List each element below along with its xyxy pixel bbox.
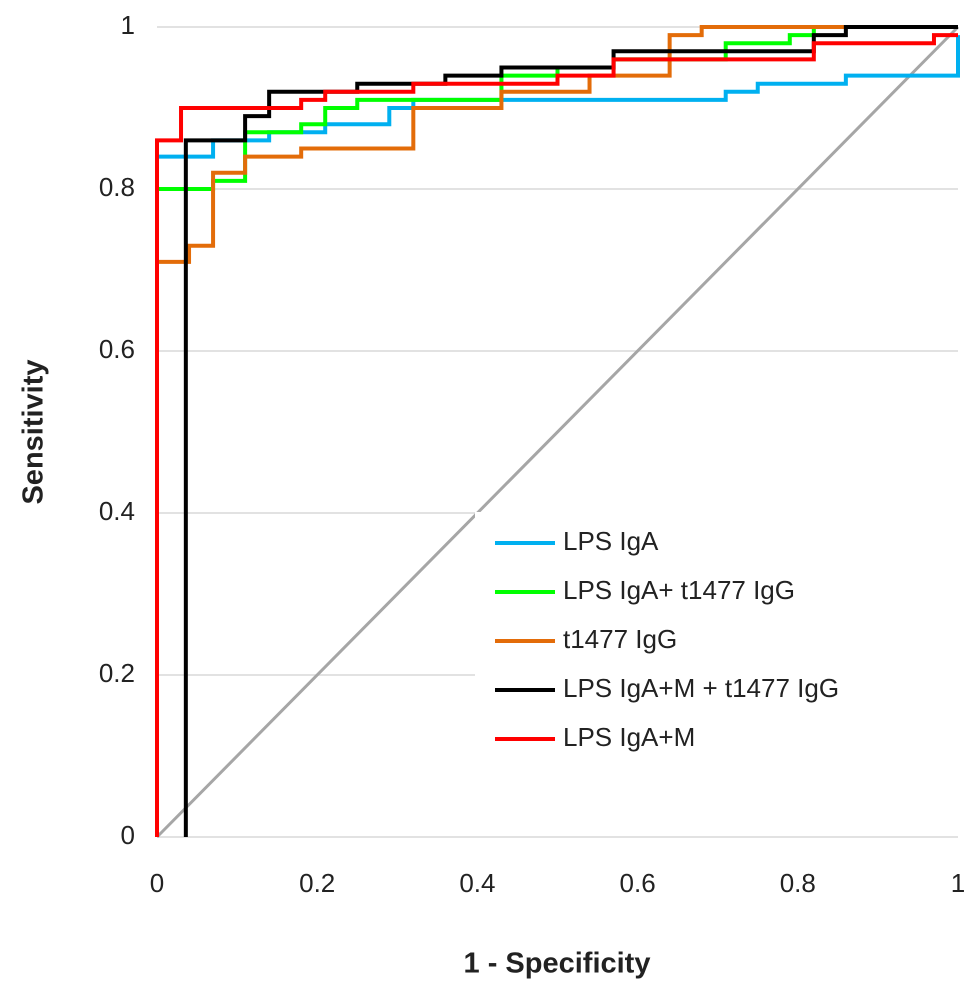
y-tick-label: 0.6 (99, 334, 135, 364)
x-tick-label: 0.8 (780, 868, 816, 898)
legend-label: LPS IgA+ t1477 IgG (563, 575, 795, 605)
y-tick-label: 0 (121, 820, 135, 850)
legend-label: LPS IgA+M + t1477 IgG (563, 673, 839, 703)
x-axis-title: 1 - Specificity (464, 948, 651, 980)
reference-line (155, 25, 960, 839)
x-tick-label: 1 (951, 868, 965, 898)
roc-line (155, 33, 958, 837)
x-tick-label: 0.2 (299, 868, 335, 898)
y-tick-label: 0.2 (99, 658, 135, 688)
legend-box (475, 512, 963, 768)
y-tick-label: 1 (121, 10, 135, 40)
roc-line (183, 25, 958, 837)
x-tick-label: 0.4 (459, 868, 495, 898)
y-tick-label: 0.8 (99, 172, 135, 202)
y-axis-title: Sensitivity (18, 359, 50, 504)
roc-line (157, 25, 958, 264)
legend-label: LPS IgA+M (563, 722, 695, 752)
legend-label: LPS IgA (563, 526, 659, 556)
roc-line (157, 35, 960, 159)
x-tick-label: 0.6 (620, 868, 656, 898)
x-tick-label: 0 (150, 868, 164, 898)
legend-label: t1477 IgG (563, 624, 677, 654)
y-tick-label: 0.4 (99, 496, 135, 526)
